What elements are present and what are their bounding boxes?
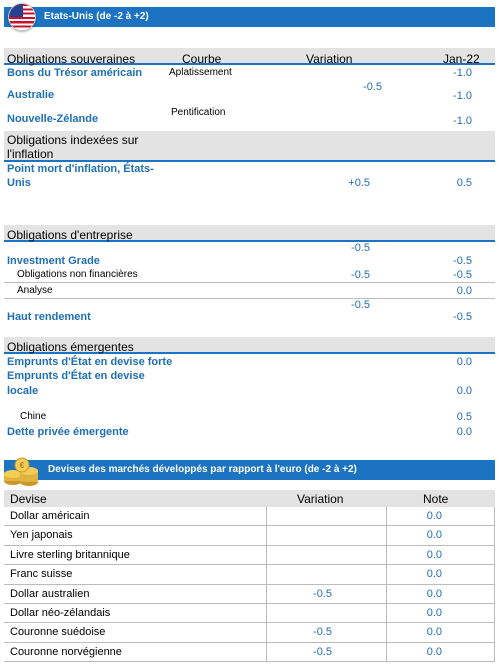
currency-note: 0.0 bbox=[426, 587, 442, 600]
row-label-australia: Australie bbox=[7, 89, 55, 101]
currency-note: 0.0 bbox=[426, 568, 442, 581]
gold-coins-icon: € bbox=[4, 457, 38, 486]
currency-note: 0.0 bbox=[426, 626, 442, 639]
row-label-new-zealand: Nouvelle-Zélande bbox=[7, 113, 99, 125]
inflation-title-line1: Obligations indexées sur bbox=[7, 133, 139, 147]
table-row: Franc suisse 0.0 bbox=[4, 565, 495, 585]
col-curve-header: Courbe bbox=[182, 52, 222, 66]
currency-variation: -0.5 bbox=[313, 645, 332, 658]
variation-non-financial: -0.5 bbox=[351, 269, 370, 281]
currency-variation: -0.5 bbox=[313, 626, 332, 639]
us-banner: Etats-Unis (de -2 à +2) bbox=[4, 7, 495, 27]
row-label-high-yield: Haut rendement bbox=[7, 311, 91, 323]
currency-name: Couronne norvégienne bbox=[10, 645, 122, 658]
table-row: Livre sterling britannique 0.0 bbox=[4, 546, 495, 566]
row-label-breakeven-line1: Point mort d'inflation, États- bbox=[7, 163, 154, 175]
sovereign-title: Obligations souveraines bbox=[7, 52, 136, 66]
col-date-header: Jan-22 bbox=[443, 52, 480, 66]
divider bbox=[4, 298, 495, 299]
row-label-analyse: Analyse bbox=[17, 285, 53, 296]
col-fx-variation-header: Variation bbox=[297, 492, 344, 506]
currency-name: Livre sterling britannique bbox=[10, 548, 130, 561]
us-flag-icon bbox=[8, 3, 36, 31]
currency-name: Dollar néo-zélandais bbox=[10, 606, 111, 619]
row-label-hard-currency: Emprunts d'État en devise forte bbox=[7, 356, 173, 368]
curve-note-us: Aplatissement bbox=[169, 67, 232, 78]
col-variation-header: Variation bbox=[306, 52, 353, 66]
currency-note: 0.0 bbox=[426, 606, 442, 619]
jan-value-em-corporate: 0.0 bbox=[456, 426, 472, 438]
row-label-investment-grade: Investment Grade bbox=[7, 255, 100, 267]
currency-name: Couronne suédoise bbox=[10, 626, 106, 639]
fx-table: Dollar américain 0.0 Yen japonais 0.0 Li… bbox=[4, 507, 495, 663]
row-label-china: Chine bbox=[20, 411, 47, 422]
currency-name: Dollar américain bbox=[10, 510, 90, 522]
emerging-header: Obligations émergentes bbox=[4, 337, 495, 354]
jan-value-us: -1.0 bbox=[453, 67, 472, 79]
table-row: Couronne norvégienne -0.5 0.0 bbox=[4, 643, 495, 663]
row-label-us-treasuries: Bons du Trésor américain bbox=[7, 67, 143, 79]
currency-note: 0.0 bbox=[426, 510, 442, 522]
jan-value-non-financial: -0.5 bbox=[453, 269, 472, 281]
sovereign-header: Obligations souveraines Courbe Variation… bbox=[4, 48, 495, 66]
fx-banner-title: Devises des marchés développés par rappo… bbox=[48, 464, 357, 475]
col-fx-note-header: Note bbox=[423, 492, 449, 506]
column-divider bbox=[494, 507, 495, 663]
corporate-header: Obligations d'entreprise bbox=[4, 225, 495, 242]
currency-note: 0.0 bbox=[426, 645, 442, 658]
jan-value-ig: -0.5 bbox=[453, 255, 472, 267]
currency-variation: -0.5 bbox=[313, 587, 332, 600]
divider bbox=[4, 282, 495, 283]
row-label-local-currency-line2: locale bbox=[7, 385, 39, 397]
jan-value-hard-currency: 0.0 bbox=[456, 356, 472, 368]
table-row: Dollar néo-zélandais 0.0 bbox=[4, 604, 495, 624]
jan-value-local-currency: 0.0 bbox=[456, 385, 472, 397]
jan-value-high-yield: -0.5 bbox=[453, 311, 472, 323]
row-label-non-financial: Obligations non financières bbox=[17, 269, 138, 280]
curve-note-nz: Pentification bbox=[171, 107, 226, 118]
currency-name: Dollar australien bbox=[10, 587, 90, 600]
jan-value-china: 0.5 bbox=[456, 411, 472, 423]
table-row: Couronne suédoise -0.5 0.0 bbox=[4, 623, 495, 643]
emerging-title: Obligations émergentes bbox=[7, 340, 134, 354]
column-divider bbox=[386, 507, 387, 663]
row-label-local-currency-line1: Emprunts d'État en devise bbox=[7, 370, 145, 382]
us-banner-title: Etats-Unis (de -2 à +2) bbox=[44, 11, 149, 22]
fx-banner: Devises des marchés développés par rappo… bbox=[4, 460, 495, 480]
jan-value-nz: -1.0 bbox=[453, 115, 472, 127]
column-divider bbox=[266, 507, 267, 663]
currency-note: 0.0 bbox=[426, 548, 442, 561]
inflation-title-line2: l'inflation bbox=[7, 147, 54, 161]
svg-text:€: € bbox=[20, 461, 25, 470]
jan-value-breakeven: 0.5 bbox=[456, 177, 472, 189]
table-row: Yen japonais 0.0 bbox=[4, 526, 495, 546]
currency-note: 0.0 bbox=[426, 529, 442, 542]
currency-name: Franc suisse bbox=[10, 568, 73, 581]
jan-value-australia: -1.0 bbox=[453, 90, 472, 102]
variation-high-yield: -0.5 bbox=[351, 299, 370, 311]
variation-ig: -0.5 bbox=[351, 242, 370, 254]
row-label-breakeven-line2: Unis bbox=[7, 177, 31, 189]
currency-name: Yen japonais bbox=[10, 529, 73, 542]
row-label-em-corporate: Dette privée émergente bbox=[7, 426, 129, 438]
jan-value-analyse: 0.0 bbox=[456, 285, 472, 297]
inflation-header: Obligations indexées sur l'inflation bbox=[4, 131, 495, 162]
col-currency-header: Devise bbox=[10, 492, 47, 506]
variation-sovereign: -0.5 bbox=[363, 81, 382, 93]
table-row: Dollar américain 0.0 bbox=[4, 507, 495, 527]
table-row: Dollar australien -0.5 0.0 bbox=[4, 585, 495, 604]
fx-header: Devise Variation Note bbox=[4, 490, 495, 507]
variation-breakeven: +0.5 bbox=[348, 177, 370, 189]
corporate-title: Obligations d'entreprise bbox=[7, 228, 133, 242]
